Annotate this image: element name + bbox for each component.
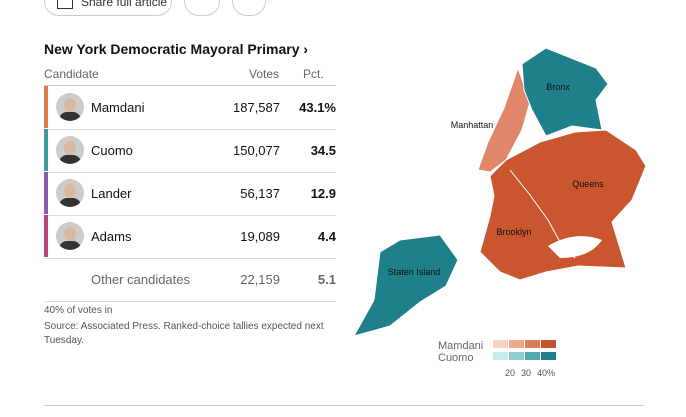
manhattan (477, 66, 531, 173)
avatar (56, 222, 84, 250)
legend-swatch (509, 352, 524, 360)
borough-label: Bronx (546, 82, 570, 92)
avatar (56, 93, 84, 121)
other-pct: 5.1 (317, 272, 336, 287)
legend-tick: 40% (537, 368, 555, 378)
queens-brooklyn (479, 129, 647, 281)
candidate-votes: 56,137 (240, 186, 280, 201)
borough-label: Staten Island (388, 267, 441, 277)
candidate-name: Cuomo (91, 143, 133, 158)
footnote: Source: Associated Press. Ranked-choice … (44, 321, 324, 346)
legend-label: Mamdani (438, 340, 483, 352)
legend-swatch (525, 352, 540, 360)
borough-label: Queens (572, 179, 604, 189)
candidate-pct: 34.5 (310, 143, 336, 158)
party-bar (44, 215, 48, 257)
share-label: Share full article (81, 0, 168, 9)
header-votes: Votes (249, 67, 280, 81)
candidate-row: Lander 56,137 12.9 (44, 172, 336, 216)
results-title[interactable]: New York Democratic Mayoral Primary › (44, 41, 309, 57)
header-candidate: Candidate (44, 67, 99, 81)
legend-swatch (525, 340, 540, 348)
candidate-name: Adams (91, 229, 132, 244)
legend-tick: 30 (521, 368, 531, 378)
candidate-votes: 187,587 (233, 100, 280, 115)
candidate-votes: 150,077 (233, 143, 280, 158)
avatar-body (59, 155, 81, 164)
legend-swatch (493, 352, 508, 360)
candidate-pct: 12.9 (310, 186, 336, 201)
header-pct: Pct. (303, 67, 324, 81)
legend-label: Cuomo (438, 352, 473, 364)
avatar-body (59, 112, 81, 121)
candidate-votes: 19,089 (240, 229, 280, 244)
legend-swatch (541, 340, 556, 348)
avatar-body (59, 241, 81, 250)
staten-island (352, 234, 459, 337)
legend-swatch (493, 340, 508, 348)
candidate-row: Cuomo 150,077 34.5 (44, 129, 336, 173)
party-bar (44, 172, 48, 214)
avatar-face (64, 141, 76, 155)
avatar-face (64, 98, 76, 112)
bottom-rule (44, 405, 644, 406)
avatar-body (59, 198, 81, 207)
candidate-pct: 4.4 (317, 229, 336, 244)
bronx (521, 47, 609, 137)
other-row: Other candidates 22,159 5.1 (44, 258, 336, 302)
candidate-name: Mamdani (91, 100, 145, 115)
party-bar (44, 86, 48, 128)
candidate-pct: 43.1% (299, 100, 336, 115)
avatar (56, 136, 84, 164)
legend-tick: 20 (505, 368, 515, 378)
jamaica-bay (548, 236, 602, 258)
borough-label: Manhattan (451, 120, 494, 130)
candidate-name: Lander (91, 186, 132, 201)
avatar (56, 179, 84, 207)
party-bar (44, 129, 48, 171)
legend-swatch (541, 352, 556, 360)
other-votes: 22,159 (240, 272, 280, 287)
avatar-face (64, 227, 76, 241)
candidate-row: Adams 19,089 4.4 (44, 215, 336, 259)
header-rule (44, 85, 336, 86)
legend-swatch (509, 340, 524, 348)
borough-label: Brooklyn (496, 227, 531, 237)
footnote: 40% of votes in (44, 305, 113, 316)
avatar-face (64, 184, 76, 198)
candidate-row: Mamdani 187,587 43.1% (44, 86, 336, 130)
other-name: Other candidates (91, 272, 191, 287)
